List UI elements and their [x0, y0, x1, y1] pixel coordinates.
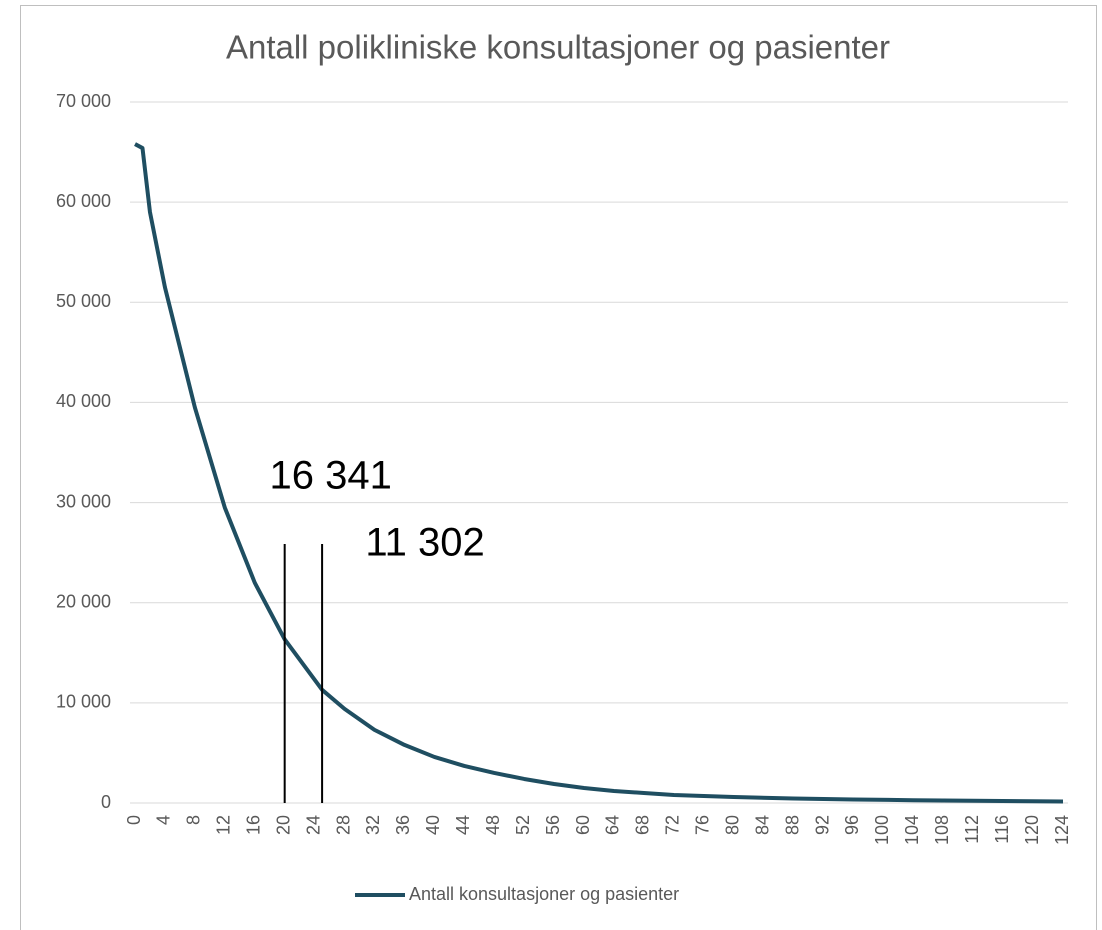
x-tick-label: 64: [603, 815, 623, 835]
x-tick-label: 88: [782, 815, 802, 835]
x-tick-label: 32: [363, 815, 383, 835]
x-tick-label: 76: [693, 815, 713, 835]
x-tick-label: 100: [872, 815, 892, 845]
data-line: [134, 142, 1064, 804]
x-tick-label: 112: [962, 815, 982, 844]
x-tick-label: 56: [543, 815, 563, 835]
x-tick-label: 52: [513, 815, 533, 835]
x-tick-label: 104: [902, 815, 922, 845]
x-tick-label: 80: [722, 815, 742, 835]
x-tick-label: 116: [992, 815, 1012, 844]
x-tick-label: 20: [273, 815, 293, 835]
x-tick-label: 40: [423, 815, 443, 835]
y-tick-label: 50 000: [56, 291, 111, 311]
annotation-label: 11 302: [365, 521, 484, 565]
x-tick-label: 8: [184, 815, 204, 825]
x-tick-label: 0: [124, 815, 144, 825]
x-tick-label: 48: [483, 815, 503, 835]
x-tick-label: 68: [633, 815, 653, 835]
annotation-label: 16 341: [270, 454, 392, 498]
x-tick-label: 96: [842, 815, 862, 835]
y-tick-label: 10 000: [56, 692, 111, 712]
x-tick-label: 12: [214, 815, 234, 835]
y-tick-label: 20 000: [56, 591, 111, 611]
x-tick-label: 24: [303, 815, 323, 835]
y-tick-label: 30 000: [56, 491, 111, 511]
y-tick-label: 70 000: [56, 91, 111, 111]
x-tick-label: 44: [453, 815, 473, 835]
x-tick-label: 92: [812, 815, 832, 835]
x-tick-label: 28: [333, 815, 353, 835]
y-tick-label: 0: [101, 792, 111, 812]
x-tick-label: 120: [1022, 815, 1042, 845]
y-tick-label: 40 000: [56, 391, 111, 411]
x-tick-label: 72: [663, 815, 683, 835]
x-tick-label: 4: [154, 815, 174, 825]
x-tick-label: 16: [243, 815, 263, 835]
chart-title: Antall polikliniske konsultasjoner og pa…: [226, 29, 890, 66]
x-tick-label: 60: [573, 815, 593, 835]
y-tick-label: 60 000: [56, 191, 111, 211]
legend-label: Antall konsultasjoner og pasienter: [409, 884, 679, 904]
x-tick-label: 36: [393, 815, 413, 835]
x-tick-label: 124: [1052, 815, 1072, 845]
chart-frame: [20, 5, 1097, 930]
x-tick-label: 108: [932, 815, 952, 845]
x-tick-label: 84: [752, 815, 772, 835]
